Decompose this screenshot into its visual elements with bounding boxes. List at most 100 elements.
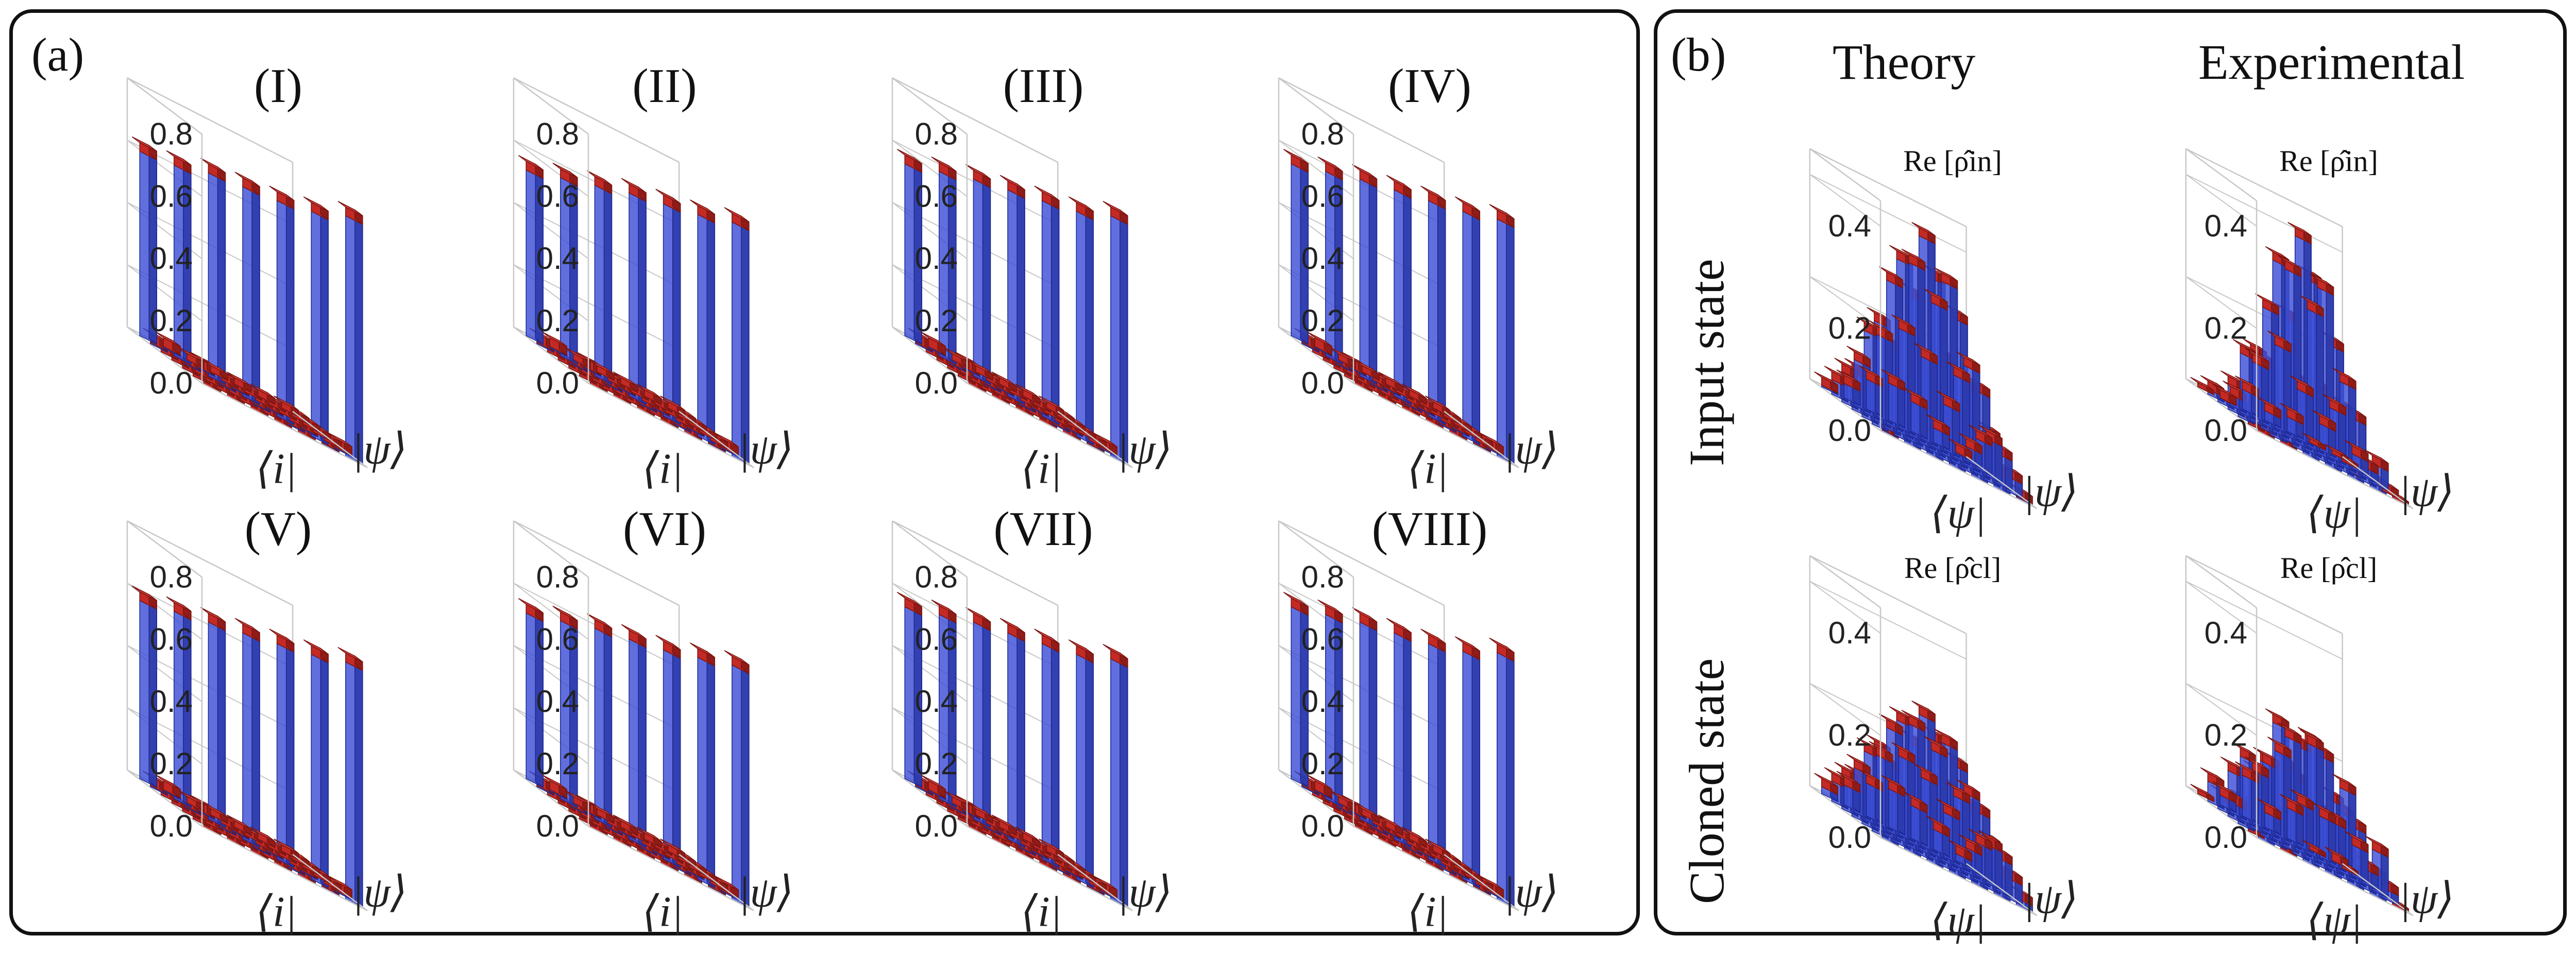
bar: [1881, 369, 1905, 429]
bar: [1836, 369, 1861, 407]
z-tick-label: 0.2: [1828, 718, 1871, 753]
z-tick-label: 0.8: [915, 559, 958, 594]
bar: [589, 802, 615, 825]
bar: [621, 624, 647, 848]
x-axis-label: ⟨i|: [256, 888, 297, 936]
x-axis-label: ⟨i|: [642, 888, 683, 936]
z-tick-label: 0.2: [1828, 311, 1871, 346]
bar: [1034, 628, 1060, 869]
bar: [1420, 185, 1446, 426]
bar: [2190, 784, 2214, 803]
z-tick-label: 0.6: [150, 179, 193, 213]
y-axis-label: |ψ⟩: [2023, 875, 2078, 923]
floor-front-edges: [2256, 837, 2414, 916]
floor-front-edges: [1880, 430, 2038, 509]
x-axis-label: ⟨i|: [256, 445, 297, 493]
bar: [250, 383, 276, 405]
bar: [1103, 644, 1128, 909]
bar3d-plot-a-2: 0.0 0.2 0.4 0.6 0.8 (II) ⟨i| |ψ⟩: [513, 59, 793, 493]
y-axis-label: |ψ⟩: [1503, 869, 1558, 916]
bar: [518, 155, 544, 345]
x-axis-label: ⟨i|: [1408, 445, 1448, 493]
bar: [965, 164, 991, 385]
bar: [269, 185, 295, 426]
bar: [565, 347, 591, 369]
panel-b: (b) Theory Experimental Input state Clon…: [1654, 9, 2567, 935]
bar: [1317, 156, 1343, 365]
bar: [1317, 599, 1343, 808]
bar: [166, 150, 192, 365]
bar: [1352, 607, 1378, 828]
bar: [131, 136, 157, 345]
bar: [1903, 791, 1928, 847]
bar: [541, 331, 567, 358]
bar: [1926, 815, 1950, 858]
bar3d-plot-a-8: 0.0 0.2 0.4 0.6 0.8 (VIII) ⟨i| |ψ⟩: [1278, 502, 1558, 936]
bar: [896, 592, 922, 788]
column-experimental-heading: Experimental: [2198, 35, 2465, 90]
bar: [337, 201, 363, 466]
z-tick-label: 0.8: [150, 559, 193, 594]
y-axis-label: |ψ⟩: [738, 426, 793, 473]
floor-front-edges: [201, 825, 368, 911]
z-tick-label: 0.0: [915, 366, 958, 400]
bar: [303, 196, 329, 446]
y-axis-label: |ψ⟩: [2399, 875, 2454, 923]
z-tick-label: 0.0: [2205, 820, 2247, 855]
x-axis-label: ⟨i|: [1408, 888, 1448, 936]
bar: [689, 199, 715, 446]
bar: [1307, 774, 1332, 801]
bar: [155, 331, 181, 358]
z-tick-label: 0.2: [150, 746, 193, 781]
bar: [920, 774, 946, 801]
x-axis-label: ⟨i|: [1021, 445, 1062, 493]
plot-title: (V): [245, 502, 312, 556]
bar: [2344, 440, 2369, 478]
plot-title: (I): [254, 59, 302, 113]
bar: [636, 383, 662, 405]
bar: [968, 359, 993, 382]
top-back-edges: [892, 77, 1058, 163]
bar: [944, 790, 970, 812]
plot-title: Re [ρ̂cl]: [1904, 551, 2001, 585]
bar: [269, 628, 295, 869]
y-axis-label: |ψ⟩: [1116, 869, 1172, 916]
bar: [1386, 618, 1412, 848]
plot-frame: [891, 520, 1059, 855]
bar: [2234, 761, 2259, 825]
bar: [1354, 802, 1380, 825]
z-tick-label: 0.8: [536, 559, 579, 594]
bar: [552, 162, 578, 365]
bar: [1814, 371, 1838, 396]
bar: [1068, 639, 1094, 889]
z-tick-label: 0.2: [915, 746, 958, 781]
floor-front-edges: [588, 825, 754, 911]
bar: [337, 647, 363, 909]
bar: [689, 642, 715, 889]
z-tick-label: 0.2: [150, 303, 193, 338]
panel-a-label: (a): [31, 28, 84, 81]
bar: [1454, 636, 1480, 889]
bar: [1903, 387, 1928, 440]
bar: [1354, 359, 1380, 382]
plot-title: (IV): [1388, 59, 1471, 113]
floor-front-edges: [201, 382, 368, 468]
bar: [2279, 403, 2304, 440]
column-theory-heading: Theory: [1833, 35, 1976, 90]
bar3d-plot-b-4: 0.0 0.2 0.4 Re [ρ̂cl] ⟨ψ| |ψ⟩: [2185, 551, 2454, 944]
bar: [1307, 331, 1332, 358]
plot-title: (VIII): [1372, 502, 1487, 556]
bar: [1352, 164, 1378, 385]
bar: [1489, 204, 1515, 466]
bar: [1386, 175, 1412, 405]
z-tick-label: 0.4: [915, 241, 958, 276]
floor-front-edges: [967, 382, 1133, 468]
x-axis-label: ⟨ψ|: [1930, 489, 1986, 537]
bar: [2257, 798, 2281, 836]
bar: [1068, 196, 1094, 446]
z-tick-label: 0.8: [1301, 116, 1344, 151]
bar: [1814, 773, 1838, 803]
bar: [2190, 377, 2214, 396]
bar3d-plot-a-5: 0.0 0.2 0.4 0.6 0.8 (V) ⟨i| |ψ⟩: [126, 502, 407, 936]
bar: [552, 605, 578, 808]
